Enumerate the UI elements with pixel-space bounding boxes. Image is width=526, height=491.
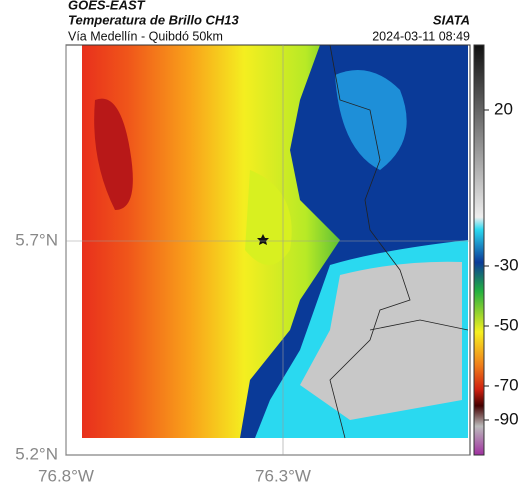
- lat-label: 5.2°N: [15, 444, 58, 463]
- datetime: 2024-03-11 08:49: [372, 29, 470, 43]
- lat-label: 5.7°N: [15, 230, 58, 249]
- title: Temperatura de Brillo CH13: [68, 12, 240, 27]
- lon-label: 76.3°W: [255, 466, 311, 485]
- colorbar-label: -90: [494, 409, 519, 428]
- colorbar-label: -50: [494, 315, 519, 334]
- subtitle: Vía Medellín - Quibdó 50km: [68, 29, 223, 43]
- colorbar-label: 20: [494, 99, 513, 118]
- colorbar-label: -30: [494, 255, 519, 274]
- colorbar: [473, 44, 485, 456]
- location-marker: [257, 234, 269, 245]
- colorbar-label: -70: [494, 375, 519, 394]
- satellite: GOES-EAST: [68, 0, 146, 12]
- lon-label: 76.8°W: [38, 466, 94, 485]
- imagery: [82, 44, 469, 439]
- source: SIATA: [433, 12, 470, 27]
